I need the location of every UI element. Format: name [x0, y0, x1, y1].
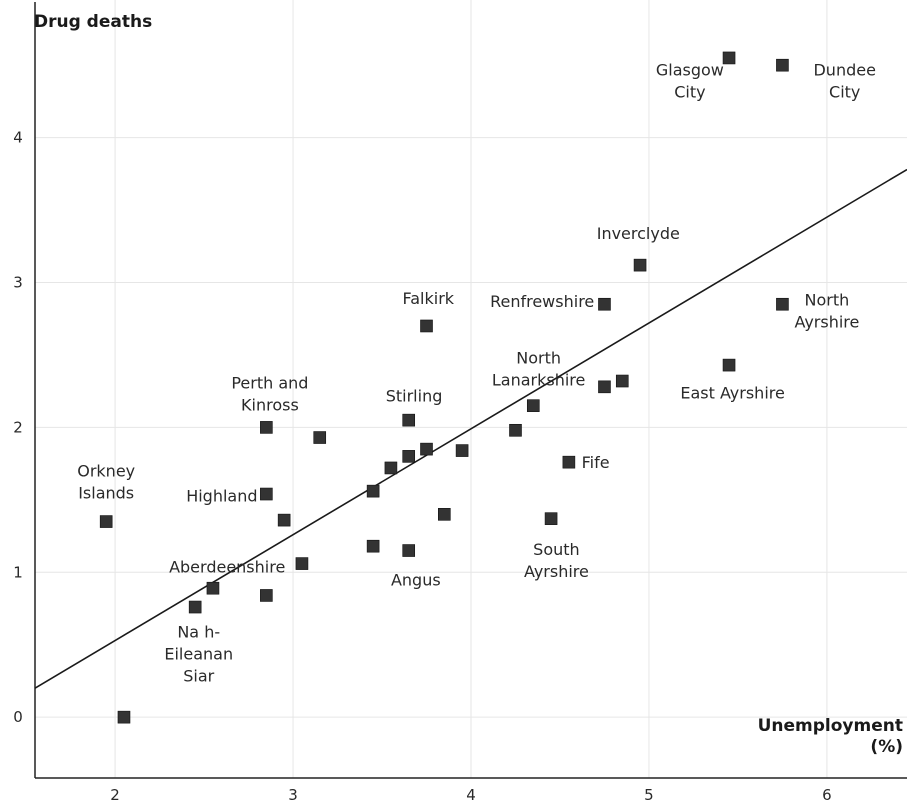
point-label: Glasgow City — [656, 60, 724, 101]
data-point — [598, 297, 611, 311]
data-points — [99, 51, 789, 724]
data-point — [260, 421, 273, 434]
point-label-line: City — [829, 82, 860, 101]
data-point — [402, 413, 416, 427]
point-label-line: Na h- — [177, 622, 220, 641]
data-point — [366, 539, 380, 553]
data-point — [598, 380, 611, 394]
data-point — [313, 431, 327, 444]
point-label: Aberdeenshire — [169, 557, 285, 576]
x-axis-title-line-2: (%) — [870, 737, 903, 757]
data-point — [544, 512, 558, 525]
trend-line — [34, 168, 907, 689]
point-label-line: North — [805, 291, 850, 310]
point-label: Na h- Eileanan Siar — [164, 622, 233, 685]
data-point — [188, 600, 202, 614]
data-point — [776, 297, 789, 311]
x-tick-label: 5 — [644, 786, 654, 804]
data-point — [402, 544, 416, 557]
data-point — [420, 442, 433, 456]
point-label-line: Siar — [183, 666, 214, 685]
point-label-line: City — [674, 82, 705, 101]
point-label: Fife — [582, 453, 610, 472]
point-label-line: Fife — [582, 453, 610, 472]
point-label: Renfrewshire — [490, 292, 594, 311]
point-label-line: Falkirk — [403, 289, 455, 308]
point-label-line: Ayrshire — [524, 562, 589, 581]
point-label: South Ayrshire — [524, 540, 589, 581]
data-point — [260, 589, 273, 602]
point-label-line: Stirling — [386, 386, 443, 405]
trend-line-group — [34, 168, 907, 689]
data-point — [509, 423, 522, 437]
point-label: Dundee City — [813, 60, 875, 101]
point-label: Angus — [391, 570, 441, 589]
data-point — [438, 508, 451, 521]
point-label-line: East Ayrshire — [680, 383, 785, 402]
x-axis-title: Unemployment (%) — [758, 716, 903, 758]
point-label-line: Aberdeenshire — [169, 557, 285, 576]
annotations: Glasgow City Dundee City Inverclyde Renfrewsh… — [77, 60, 876, 685]
data-point — [722, 358, 736, 372]
data-point — [455, 444, 469, 457]
point-label-line: Ayrshire — [794, 313, 859, 332]
point-label: Highland — [186, 486, 257, 505]
point-label: Perth and Kinross — [231, 373, 308, 414]
data-point — [562, 455, 576, 469]
data-point — [260, 487, 273, 501]
data-point — [99, 515, 113, 528]
gridlines — [35, 0, 907, 778]
point-label-line: Kinross — [241, 395, 299, 414]
point-label-line: South — [533, 540, 580, 559]
data-point — [633, 258, 647, 272]
point-label: Falkirk — [403, 289, 455, 308]
x-tick-label: 3 — [288, 786, 298, 804]
point-label-line: Renfrewshire — [490, 292, 594, 311]
y-tick-label: 0 — [13, 708, 23, 726]
y-tick-label: 4 — [13, 129, 23, 147]
data-point — [526, 399, 540, 412]
point-label-line: Dundee — [813, 60, 875, 79]
data-point — [366, 484, 380, 498]
y-tick-label: 3 — [13, 274, 23, 292]
point-label-line: Angus — [391, 570, 441, 589]
point-label-line: Eileanan — [164, 644, 233, 663]
data-point — [277, 513, 291, 527]
data-point — [295, 557, 309, 570]
data-point — [117, 710, 131, 724]
data-point — [420, 319, 433, 333]
point-label-line: Lanarkshire — [492, 371, 586, 390]
y-tick-label: 2 — [13, 418, 23, 436]
x-tick-label: 6 — [822, 786, 832, 804]
point-label: Orkney Islands — [77, 462, 135, 503]
point-label: Stirling — [386, 386, 443, 405]
point-label-line: Highland — [186, 486, 257, 505]
data-point — [722, 51, 736, 65]
x-tick-label: 4 — [466, 786, 476, 804]
point-label: East Ayrshire — [680, 383, 785, 402]
point-label: North Lanarkshire — [492, 349, 586, 390]
axes: 0 1 2 3 4 2 3 4 5 6 — [13, 2, 907, 804]
data-point — [384, 461, 398, 475]
y-axis-title: Drug deaths — [34, 12, 153, 32]
x-axis-title-line-1: Unemployment — [757, 716, 903, 736]
x-tick-label: 2 — [110, 786, 120, 804]
data-point — [776, 58, 789, 72]
point-label-line: Islands — [78, 484, 134, 503]
point-label-line: Inverclyde — [597, 224, 680, 243]
point-label: Inverclyde — [597, 224, 680, 243]
point-label-line: Perth and — [231, 373, 308, 392]
data-point — [615, 374, 629, 388]
point-label-line: North — [516, 349, 561, 368]
data-point — [402, 450, 416, 463]
point-label: North Ayrshire — [794, 291, 859, 332]
point-label-line: Glasgow — [656, 60, 724, 79]
data-point — [206, 581, 220, 595]
y-tick-label: 1 — [13, 563, 23, 581]
point-label-line: Orkney — [77, 462, 135, 481]
